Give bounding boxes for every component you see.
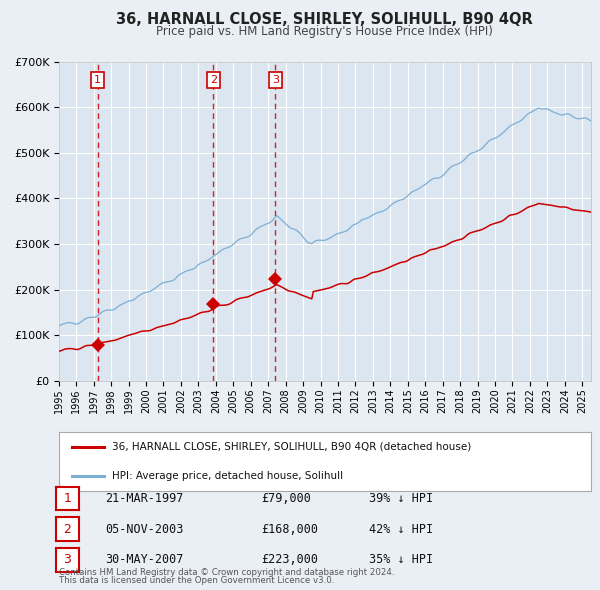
Text: 30-MAY-2007: 30-MAY-2007 xyxy=(105,553,184,566)
Text: 36, HARNALL CLOSE, SHIRLEY, SOLIHULL, B90 4QR (detached house): 36, HARNALL CLOSE, SHIRLEY, SOLIHULL, B9… xyxy=(112,442,471,451)
Text: 21-MAR-1997: 21-MAR-1997 xyxy=(105,492,184,505)
Text: 3: 3 xyxy=(63,553,71,566)
Text: £168,000: £168,000 xyxy=(261,523,318,536)
Text: 05-NOV-2003: 05-NOV-2003 xyxy=(105,523,184,536)
Text: 1: 1 xyxy=(63,492,71,505)
Text: 35% ↓ HPI: 35% ↓ HPI xyxy=(369,553,433,566)
Text: This data is licensed under the Open Government Licence v3.0.: This data is licensed under the Open Gov… xyxy=(59,576,334,585)
Text: £223,000: £223,000 xyxy=(261,553,318,566)
Text: 42% ↓ HPI: 42% ↓ HPI xyxy=(369,523,433,536)
Text: 1: 1 xyxy=(94,75,101,85)
Text: HPI: Average price, detached house, Solihull: HPI: Average price, detached house, Soli… xyxy=(112,471,343,481)
Text: 2: 2 xyxy=(209,75,217,85)
Text: 2: 2 xyxy=(63,523,71,536)
Text: £79,000: £79,000 xyxy=(261,492,311,505)
Text: 3: 3 xyxy=(272,75,279,85)
Text: 36, HARNALL CLOSE, SHIRLEY, SOLIHULL, B90 4QR: 36, HARNALL CLOSE, SHIRLEY, SOLIHULL, B9… xyxy=(116,12,532,27)
Text: Price paid vs. HM Land Registry's House Price Index (HPI): Price paid vs. HM Land Registry's House … xyxy=(155,25,493,38)
Text: Contains HM Land Registry data © Crown copyright and database right 2024.: Contains HM Land Registry data © Crown c… xyxy=(59,568,394,577)
Text: 39% ↓ HPI: 39% ↓ HPI xyxy=(369,492,433,505)
